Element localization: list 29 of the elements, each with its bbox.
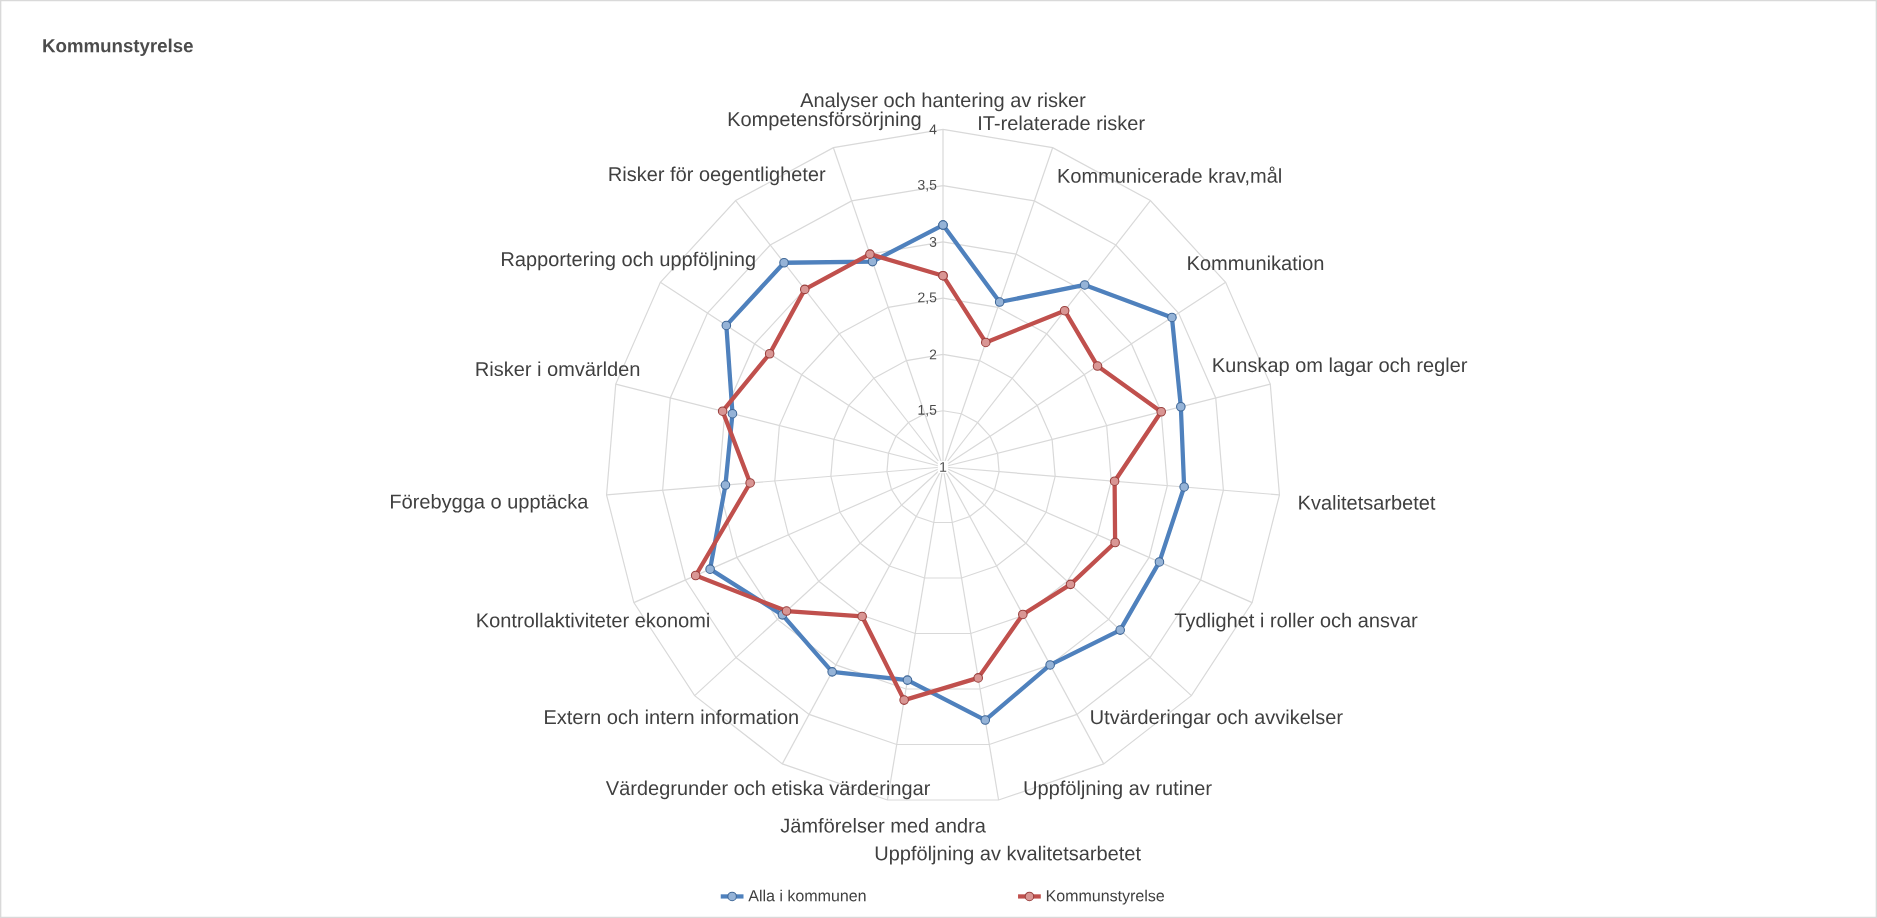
spoke-label: Jämförelser med andra (780, 818, 986, 833)
spoke-label: Analyser och hantering av risker (800, 92, 1086, 112)
spoke-label: Värdegrunder och etiska värderingar (605, 780, 931, 800)
y-tick-label: 2,5 (918, 292, 937, 304)
spoke-label: Kontrollaktiviteter ekonomi (477, 612, 709, 628)
text: Kommunstyrelse (43, 38, 193, 57)
spoke-label: Rapportering och uppföljning (502, 251, 755, 271)
legend-label: Kommunstyrelse (1046, 889, 1165, 905)
spoke-label: Risker för oegentligheter (609, 166, 826, 186)
spoke-label: Uppföljning av kvalitetsarbetet (875, 845, 1141, 865)
y-tick-label: 3,5 (917, 179, 937, 192)
y-tick-label: 1 (940, 462, 947, 472)
spoke-label: Utvärderingar och avvikelser (1091, 709, 1343, 729)
spoke-label: Förebygga o upptäcka (391, 493, 589, 513)
spoke-label: Tydlighet i roller och ansvar (1174, 612, 1418, 632)
spoke-label: Kommunicerade krav,mål (1058, 166, 1281, 186)
spoke-label: Kvalitetsarbetet (1299, 495, 1436, 510)
y-tick-label: 4 (929, 124, 937, 135)
spoke-label: Kunskap om lagar och regler (1213, 357, 1468, 377)
spoke-label: Extern och intern information (545, 709, 798, 725)
spoke-label: Uppföljning av rutiner (1024, 780, 1212, 800)
legend-label: Alla i kommunen (748, 889, 866, 902)
spoke-label: Kompetensförsörjning (728, 111, 921, 131)
spoke-label: Kommunikation (1188, 255, 1324, 271)
y-tick-label: 2 (929, 349, 937, 360)
y-tick-label: 1,5 (918, 405, 937, 417)
spoke-label: IT-relaterade risker (979, 115, 1145, 131)
spoke-label: Risker i omvärlden (476, 361, 640, 377)
y-tick-label: 3 (929, 236, 937, 247)
